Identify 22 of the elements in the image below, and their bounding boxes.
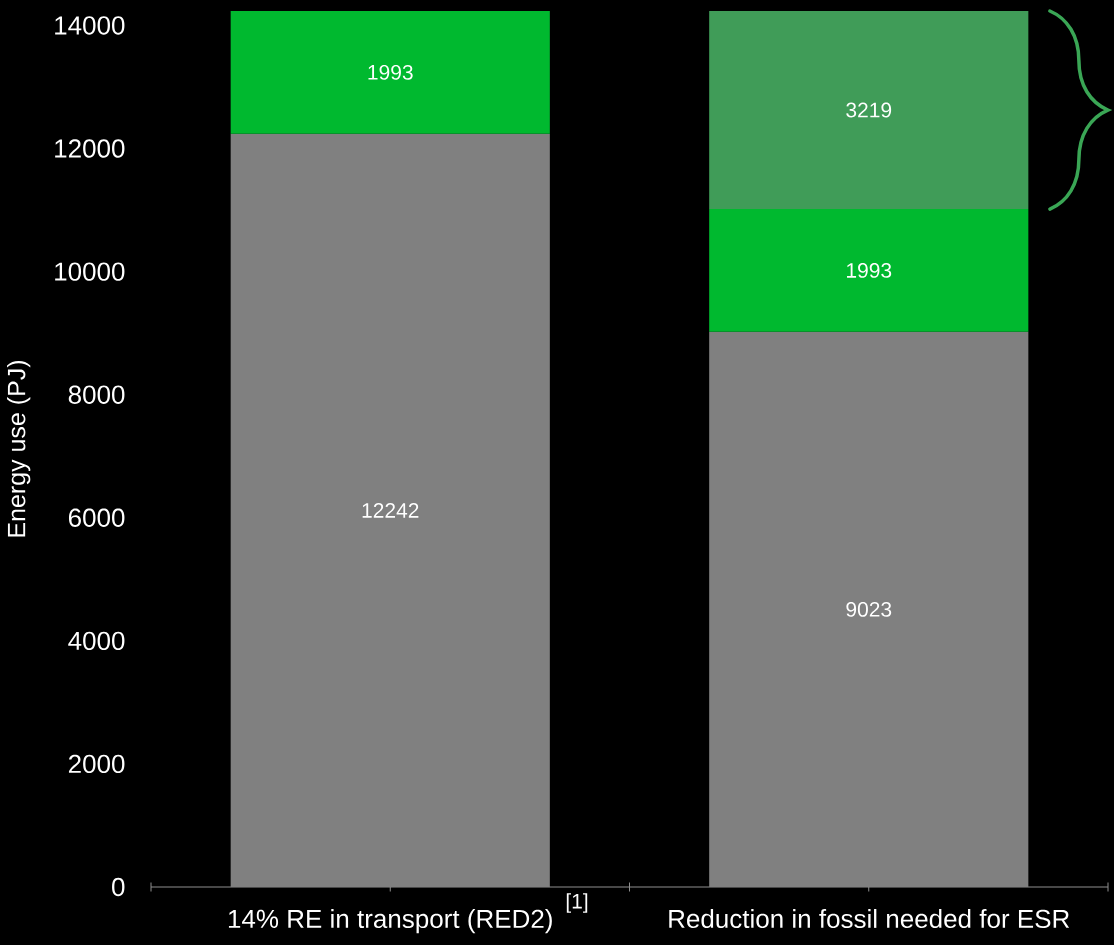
y-axis-title: Energy use (PJ) xyxy=(7,360,31,537)
bar xyxy=(230,10,550,134)
data-label: 1993 xyxy=(846,262,892,278)
bar xyxy=(709,209,1029,332)
y-tick-label: 14000 xyxy=(55,16,125,35)
bar xyxy=(709,10,1029,210)
y-tick-label: 2000 xyxy=(68,754,125,774)
data-label: 12242 xyxy=(362,502,419,518)
y-tick-label: 8000 xyxy=(68,385,125,404)
bar xyxy=(230,133,550,887)
bar xyxy=(709,331,1029,887)
y-tick-label: 10000 xyxy=(55,262,125,281)
data-label: 1993 xyxy=(368,64,413,80)
y-tick-label: 4000 xyxy=(68,631,125,651)
y-tick-label: 6000 xyxy=(68,508,125,527)
x-tick-label: Reduction in fossil needed for ESR xyxy=(669,909,1070,929)
y-tick-label: 0 xyxy=(112,877,125,897)
data-label: 9023 xyxy=(846,601,892,617)
text: [1] xyxy=(566,893,588,913)
x-tick-label: 14% RE in transport (RED2) xyxy=(228,909,552,934)
y-tick-label: 12000 xyxy=(55,139,125,158)
data-label: 3219 xyxy=(846,102,892,118)
